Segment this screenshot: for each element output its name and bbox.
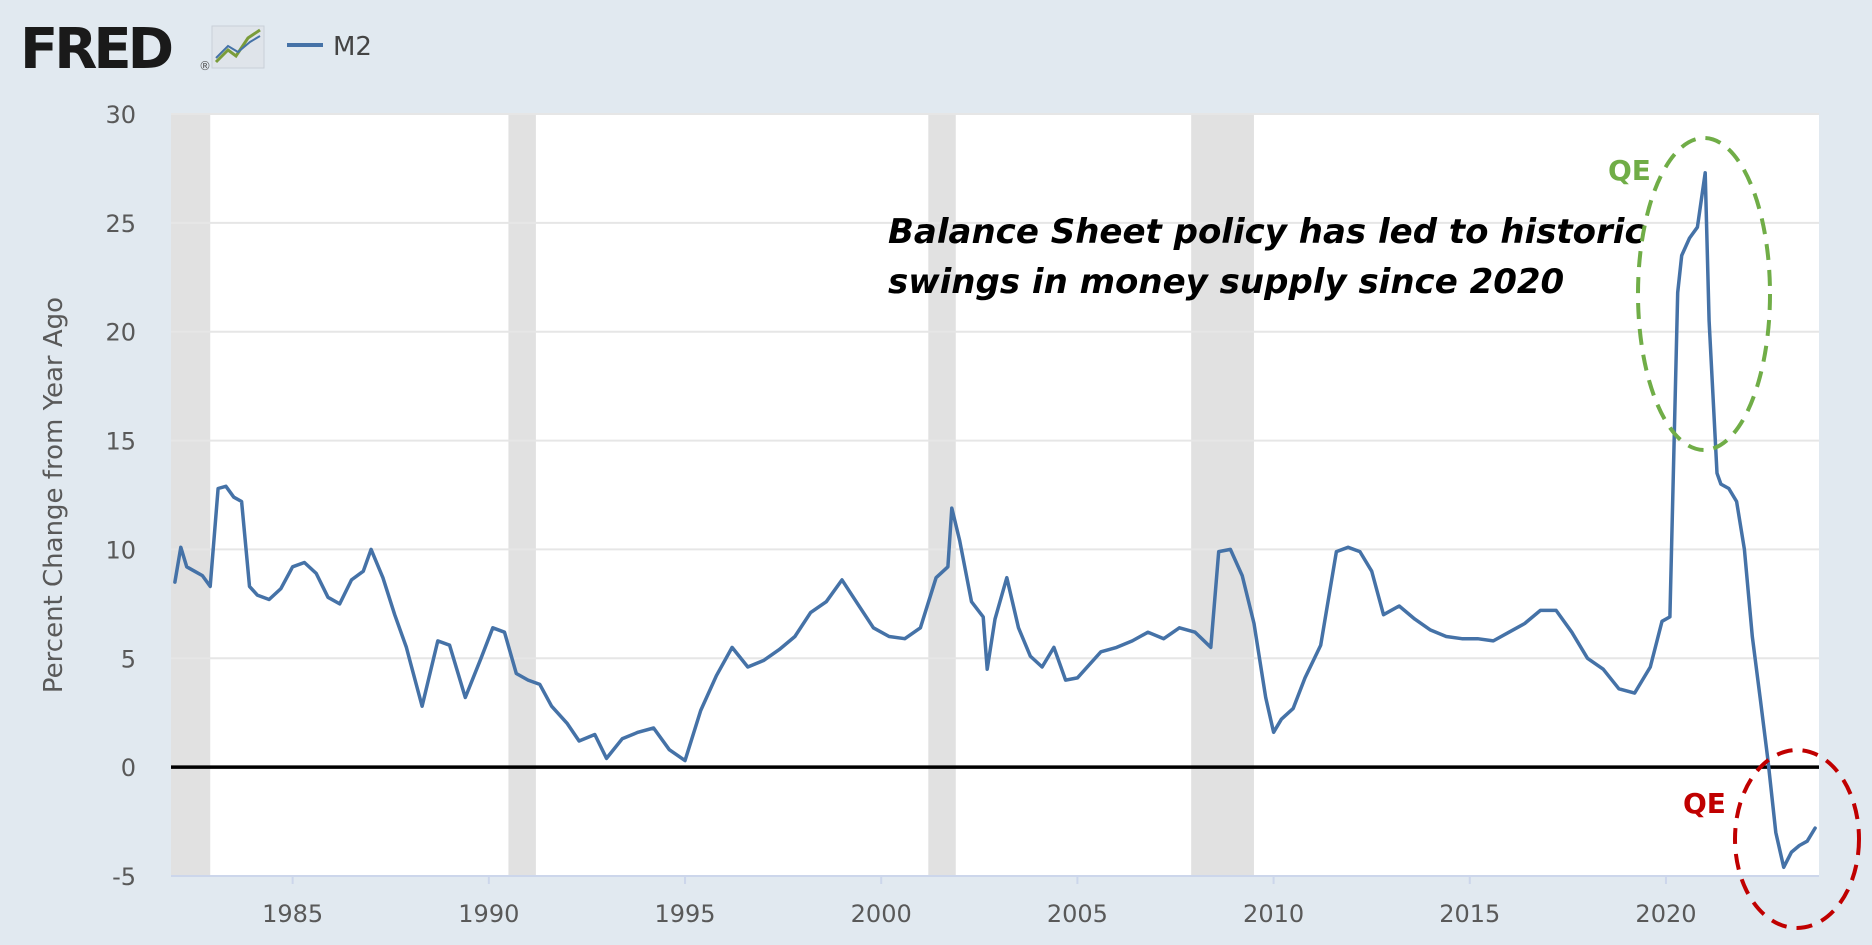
x-tick-label: 1995: [654, 900, 715, 928]
y-tick-label: 25: [105, 210, 136, 238]
x-tick-label: 2020: [1635, 900, 1696, 928]
x-tick-label: 2005: [1047, 900, 1108, 928]
qe-ellipse-top: [1636, 136, 1772, 452]
y-tick-label: 20: [105, 319, 136, 347]
recession-band-3: [1191, 114, 1254, 876]
recession-band-0: [171, 114, 211, 876]
fred-logo[interactable]: FRED ®: [20, 17, 265, 82]
x-tick-label: 1990: [458, 900, 519, 928]
recession-bands: [171, 114, 1254, 876]
logo-registered-mark: ®: [199, 59, 211, 73]
qe-label-top: QE: [1608, 154, 1651, 187]
y-axis-label: Percent Change from Year Ago: [39, 297, 69, 693]
recession-band-1: [508, 114, 536, 876]
annotation-line-1: Balance Sheet policy has led to historic: [888, 212, 1645, 252]
legend[interactable]: M2: [287, 32, 372, 62]
annotation-line-2: swings in money supply since 2020: [888, 262, 1564, 302]
plot-background: [171, 114, 1819, 876]
qe-ellipse-bottom: [1733, 748, 1861, 930]
series-m2[interactable]: [173, 171, 1817, 870]
y-tick-label: 15: [105, 428, 136, 456]
y-tick-label: 30: [105, 101, 136, 129]
x-tick-label: 1985: [262, 900, 323, 928]
y-tick-label: 5: [121, 645, 136, 673]
y-tick-label: 0: [121, 754, 136, 782]
y-tick-label: 10: [105, 536, 136, 564]
x-axis: 1985 1990 1995 2000 2005 2010 2015 2020: [262, 876, 1697, 928]
x-tick-label: 2015: [1439, 900, 1500, 928]
qe-label-bottom: QE: [1683, 787, 1726, 820]
y-axis: -5 0 5 10 15 20 25 30: [105, 101, 136, 891]
logo-text: FRED: [20, 17, 172, 82]
legend-label: M2: [333, 32, 372, 62]
x-tick-label: 2010: [1243, 900, 1304, 928]
y-tick-label: -5: [112, 863, 136, 891]
x-tick-label: 2000: [851, 900, 912, 928]
recession-band-2: [928, 114, 956, 876]
line-chart-icon: [211, 25, 265, 69]
